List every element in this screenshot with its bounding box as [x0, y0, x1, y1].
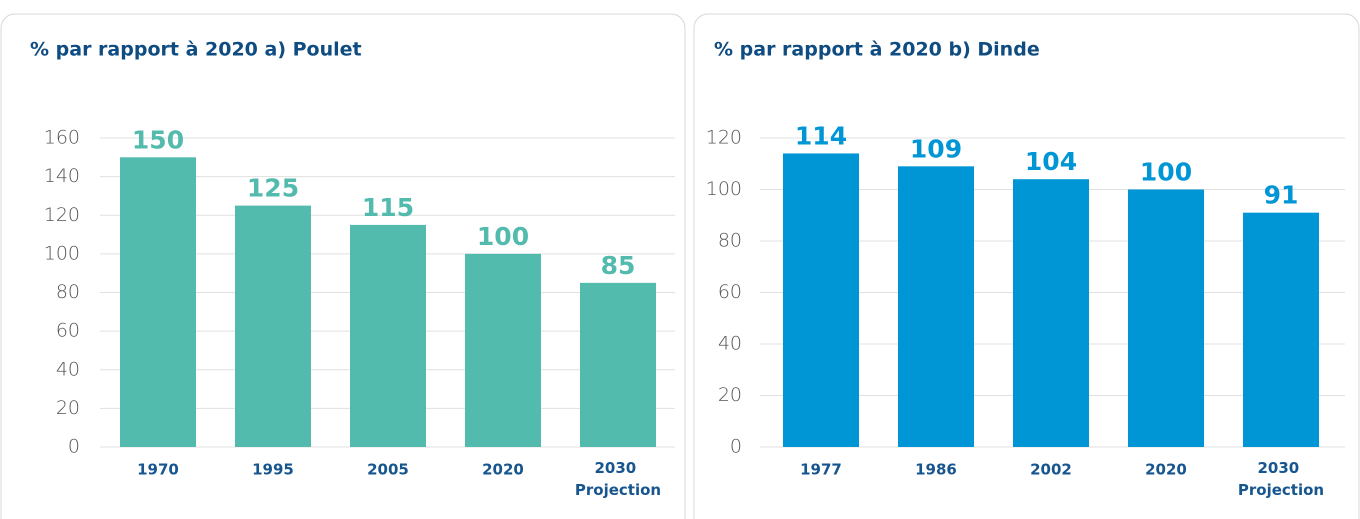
- y-tick-label: 60: [56, 320, 80, 342]
- value-label: 115: [362, 193, 414, 222]
- value-label: 109: [910, 134, 962, 163]
- chart-title: % par rapport à 2020 b) Dinde: [714, 39, 1040, 61]
- bar: [350, 224, 426, 447]
- y-tick-label: 40: [56, 358, 80, 380]
- x-tick-label: 2005: [367, 461, 409, 479]
- value-label: 85: [601, 251, 636, 280]
- bar: [1243, 212, 1319, 447]
- y-tick-label: 40: [718, 333, 742, 355]
- bar: [120, 157, 196, 447]
- value-label: 125: [247, 174, 299, 203]
- y-tick-label: 20: [56, 397, 80, 419]
- bar: [898, 166, 974, 447]
- value-label: 114: [795, 121, 847, 150]
- y-tick-label: 80: [718, 230, 742, 252]
- bar: [580, 282, 656, 447]
- y-tick-label: 140: [44, 165, 80, 187]
- x-tick-label-line: Projection: [1238, 481, 1324, 499]
- value-label: 104: [1025, 147, 1077, 176]
- y-tick-label: 0: [68, 436, 80, 458]
- x-tick-label-line: 2030: [595, 459, 642, 477]
- y-tick-label: 160: [44, 127, 80, 149]
- x-tick-label: 2030 Projection: [575, 459, 661, 499]
- x-tick-label: 1977: [800, 461, 842, 479]
- x-tick-label: 1995: [252, 461, 294, 479]
- y-tick-label: 100: [44, 242, 80, 264]
- chart-title: % par rapport à 2020 a) Poulet: [30, 39, 362, 61]
- y-tick-label: 20: [718, 384, 742, 406]
- y-tick-label: 80: [56, 281, 80, 303]
- value-label: 150: [132, 125, 184, 154]
- y-tick-label: 0: [730, 436, 742, 458]
- x-tick-label-line: Projection: [575, 481, 661, 499]
- y-tick-label: 120: [706, 127, 742, 149]
- value-label: 100: [477, 222, 529, 251]
- x-tick-label: 1970: [137, 461, 179, 479]
- value-label: 91: [1264, 181, 1299, 210]
- y-tick-label: 100: [706, 178, 742, 200]
- x-tick-label: 2002: [1030, 461, 1072, 479]
- value-label: 100: [1140, 158, 1192, 187]
- bar: [235, 205, 311, 447]
- y-tick-label: 120: [44, 204, 80, 226]
- x-tick-label-line: 2030: [1258, 459, 1305, 477]
- bar: [465, 253, 541, 447]
- x-tick-label: 2020: [1145, 461, 1187, 479]
- x-tick-label: 2030 Projection: [1238, 459, 1324, 499]
- y-tick-label: 60: [718, 281, 742, 303]
- x-tick-label: 2020: [482, 461, 524, 479]
- bar: [1128, 189, 1204, 447]
- bar: [783, 153, 859, 447]
- bar: [1013, 179, 1089, 447]
- x-tick-label: 1986: [915, 461, 957, 479]
